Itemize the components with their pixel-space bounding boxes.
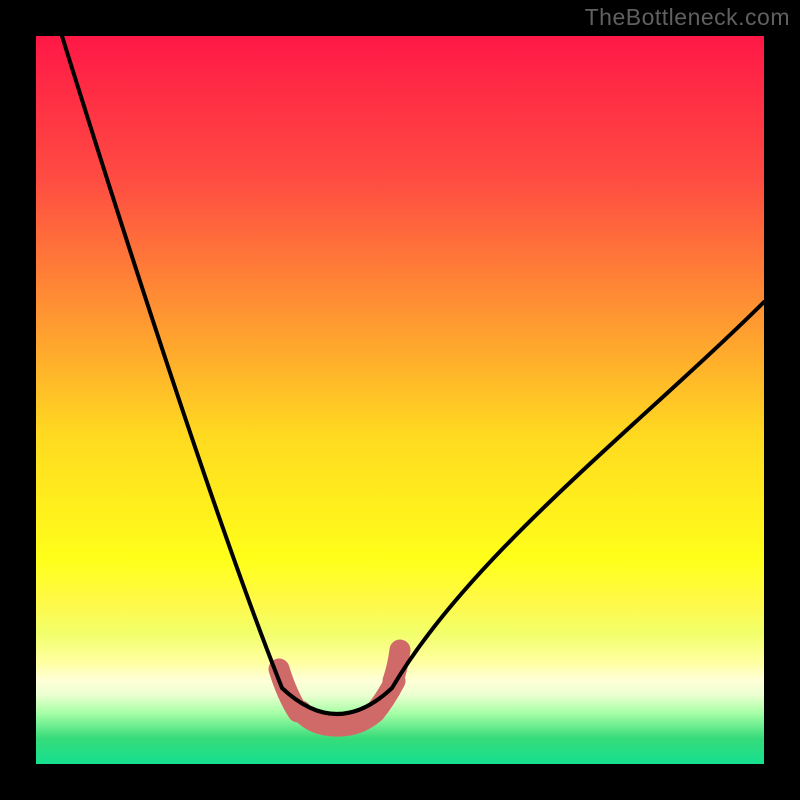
watermark-text: TheBottleneck.com	[585, 4, 790, 31]
chart-svg	[0, 0, 800, 800]
chart-stage: TheBottleneck.com	[0, 0, 800, 800]
